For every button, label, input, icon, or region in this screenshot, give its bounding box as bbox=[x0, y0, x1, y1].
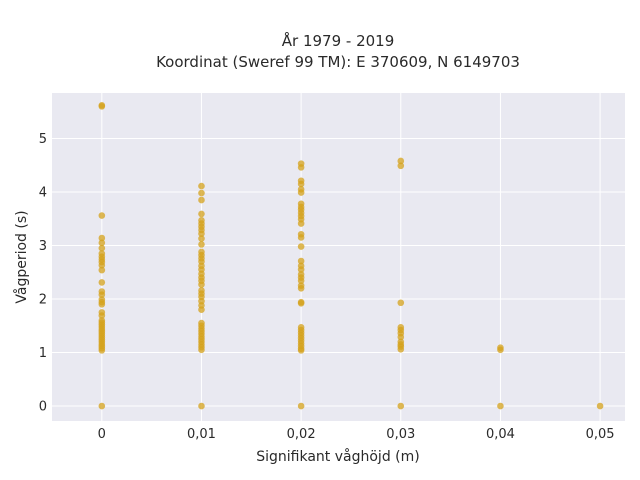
scatter-point bbox=[397, 162, 405, 170]
scatter-point bbox=[297, 164, 305, 171]
scatter-point bbox=[198, 241, 205, 248]
scatter-point bbox=[198, 196, 205, 204]
y-tick-label: 3 bbox=[39, 239, 47, 254]
scatter-point bbox=[98, 266, 106, 274]
scatter-point bbox=[397, 299, 405, 307]
scatter-point bbox=[198, 230, 205, 238]
scatter-point bbox=[98, 301, 106, 308]
scatter-point bbox=[98, 103, 106, 110]
scatter-point bbox=[98, 212, 106, 219]
scatter-point bbox=[297, 402, 305, 410]
grid bbox=[52, 93, 625, 421]
scatter-point bbox=[198, 306, 205, 314]
y-tick-label: 2 bbox=[39, 293, 47, 308]
y-tick-label: 5 bbox=[39, 132, 47, 147]
plot-area bbox=[52, 93, 625, 421]
scatter-point bbox=[98, 347, 106, 354]
y-tick-label: 1 bbox=[39, 346, 47, 361]
x-tick-label: 0,05 bbox=[586, 427, 615, 442]
scatter-point bbox=[297, 266, 305, 273]
scatter-point bbox=[497, 346, 504, 354]
scatter-point bbox=[98, 312, 106, 319]
scatter-point bbox=[297, 285, 305, 292]
scatter-point bbox=[397, 157, 405, 165]
scatter-point bbox=[297, 277, 305, 285]
scatter-point bbox=[297, 347, 305, 354]
scatter-point bbox=[198, 402, 205, 410]
chart-title-line-1: År 1979 - 2019 bbox=[282, 31, 395, 50]
chart-title-line-2: Koordinat (Sweref 99 TM): E 370609, N 61… bbox=[156, 53, 520, 71]
x-tick-labels: 0 0,01 0,02 0,03 0,04 0,05 bbox=[98, 427, 615, 442]
x-tick-label: 0,01 bbox=[187, 427, 216, 442]
y-tick-label: 0 bbox=[39, 400, 47, 415]
scatter-point bbox=[297, 220, 305, 227]
scatter-point bbox=[198, 189, 205, 197]
x-tick-label: 0 bbox=[98, 427, 106, 442]
scatter-point bbox=[297, 243, 305, 250]
scatter-point bbox=[98, 291, 106, 299]
scatter-point bbox=[98, 402, 106, 410]
scatter-point bbox=[98, 261, 106, 269]
scatter-point bbox=[297, 234, 305, 241]
scatter-point bbox=[98, 239, 106, 247]
scatter-point bbox=[297, 180, 305, 188]
x-tick-label: 0,02 bbox=[287, 427, 316, 442]
scatter-point bbox=[198, 346, 205, 354]
scatter-point bbox=[98, 244, 106, 252]
scatter-point bbox=[98, 279, 106, 286]
scatter-point bbox=[397, 333, 405, 341]
y-tick-labels: 0 1 2 3 4 5 bbox=[39, 132, 47, 415]
x-tick-label: 0,04 bbox=[486, 427, 515, 442]
scatter-point bbox=[198, 235, 205, 242]
scatter-point bbox=[397, 402, 405, 410]
scatter-point bbox=[297, 257, 305, 265]
scatter-point bbox=[198, 210, 205, 218]
x-axis-label: Signifikant våghöjd (m) bbox=[256, 448, 419, 465]
scatter-point bbox=[297, 189, 305, 196]
scatter-point bbox=[98, 234, 106, 242]
scatter-point bbox=[198, 281, 205, 288]
scatter-point bbox=[198, 182, 205, 190]
x-tick-label: 0,03 bbox=[386, 427, 415, 442]
y-tick-label: 4 bbox=[39, 185, 47, 200]
scatter-point bbox=[497, 402, 504, 410]
scatter-point bbox=[596, 402, 604, 410]
y-axis-label: Vågperiod (s) bbox=[13, 210, 30, 303]
scatter-points bbox=[98, 102, 604, 410]
scatter-point bbox=[397, 346, 405, 353]
scatter-point bbox=[297, 299, 305, 307]
